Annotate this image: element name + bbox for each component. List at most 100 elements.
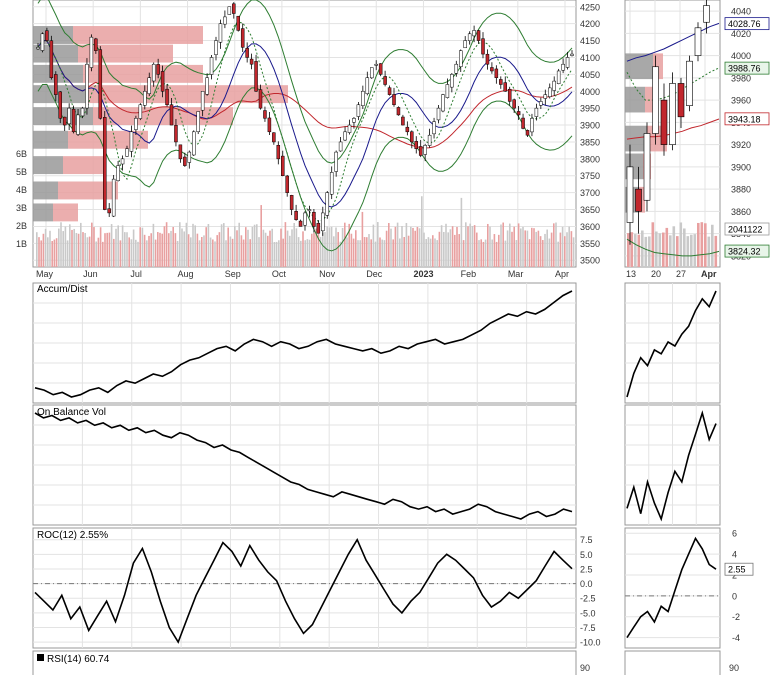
volume-bar — [176, 240, 179, 267]
zoom-volume-bar — [672, 226, 676, 267]
volume-bar — [170, 230, 172, 267]
volume-bar — [399, 238, 401, 267]
volume-bar — [172, 226, 174, 267]
volume-bar — [42, 233, 45, 267]
volume-bar — [58, 228, 60, 267]
price-candle-body — [561, 63, 565, 71]
zoom-x-tick: 27 — [676, 269, 686, 279]
zoom-candle-body — [703, 5, 710, 23]
zoom-y-tick: 3920 — [731, 140, 751, 150]
volume-bar — [190, 237, 192, 267]
volume-bar — [436, 240, 438, 267]
volume-bar — [511, 231, 513, 267]
volume-bar — [528, 239, 531, 267]
price-candle-body — [289, 195, 294, 210]
volume-bar — [185, 222, 188, 267]
price-y-tick: 3550 — [580, 239, 600, 249]
price-candle-body — [481, 38, 485, 55]
volume-bar — [220, 224, 223, 267]
price-candle-body — [151, 63, 156, 82]
volume-bar — [443, 231, 445, 267]
volume-bar — [284, 222, 287, 267]
volume-bar — [91, 222, 93, 267]
price-candle-body — [387, 87, 392, 95]
price-candle-body — [76, 114, 80, 135]
price-candle-body — [463, 40, 467, 49]
price-x-axis: May Jun Jul Aug Sep Oct Nov Dec 2023 Feb Mar Apr — [36, 269, 569, 279]
volume-bar — [53, 239, 56, 267]
volume-bar — [62, 231, 64, 267]
volume-profile-bar-gray — [33, 181, 58, 200]
price-candle-body — [165, 88, 169, 106]
volume-bar — [124, 232, 126, 267]
volume-bar — [262, 229, 265, 267]
volume-bar — [405, 223, 408, 267]
price-indicator-lines — [37, 0, 573, 252]
zoom-candle-body — [643, 133, 651, 201]
price-candle-body — [410, 131, 414, 143]
price-candle-body — [436, 107, 441, 121]
volume-bar — [88, 236, 91, 267]
volume-bar — [80, 222, 82, 267]
price-candle-body — [329, 172, 334, 195]
price-candle-body — [138, 104, 143, 119]
volume-bar — [412, 227, 414, 267]
volume-bar — [165, 222, 168, 267]
volume-bar — [539, 236, 542, 267]
price-x-tick: Nov — [319, 269, 336, 279]
roc-zoom-label-text: 2.55 — [728, 565, 746, 575]
volume-bar — [161, 233, 163, 267]
volume-bar — [535, 231, 537, 267]
price-candle-body — [383, 76, 387, 85]
volume-bar — [396, 222, 399, 267]
zoom-y-tick: 4040 — [731, 7, 751, 17]
price-candle-body — [552, 80, 556, 91]
volume-bar — [401, 226, 403, 267]
volume-bar — [377, 222, 379, 267]
price-candle-body — [445, 84, 450, 98]
volume-bar — [509, 223, 511, 267]
volume-bar — [264, 232, 267, 267]
zoom-y-tick: 4000 — [731, 51, 751, 61]
volume-bar — [392, 239, 394, 267]
volume-bar — [491, 239, 493, 267]
price-candle-body — [432, 121, 436, 135]
volume-bar — [55, 238, 58, 267]
volume-bar — [456, 226, 458, 267]
price-x-tick: Apr — [555, 269, 569, 279]
zoom-volume-profile — [625, 53, 718, 267]
volume-bar — [260, 205, 262, 267]
zoom-volume-bar — [679, 222, 683, 267]
price-candle-body — [129, 131, 134, 152]
volume-bar — [414, 230, 416, 267]
volume-bar — [326, 226, 328, 267]
volume-bar — [223, 223, 225, 267]
roc-zoom-y-tick: 0 — [732, 591, 737, 601]
volume-profile-bar-red — [53, 203, 78, 222]
zoom-candle-body — [677, 83, 685, 118]
price-candle-body — [183, 156, 187, 166]
volume-bar — [218, 232, 221, 267]
volume-profile-bar-red — [88, 85, 288, 104]
volume-bar — [295, 228, 298, 267]
volume-bar — [520, 228, 522, 267]
price-candle-body — [40, 33, 45, 51]
volume-bar — [564, 236, 566, 267]
price-candle-body — [85, 63, 89, 109]
volume-bar — [427, 237, 430, 267]
price-candle-body — [116, 165, 120, 182]
roc-zoom-y-tick: -2 — [732, 612, 740, 622]
price-candle-body — [209, 57, 214, 75]
volume-bar — [207, 223, 210, 267]
price-y-tick: 3850 — [580, 137, 600, 147]
volume-bars — [36, 196, 575, 267]
obv-zoom-grid — [625, 405, 720, 525]
zoom-value-label-text: 2041122 — [728, 225, 762, 235]
volume-bar — [478, 240, 480, 267]
zoom-volume-bar — [651, 222, 655, 267]
volume-bar — [249, 239, 251, 267]
roc-zoom-y-axis: 6420-2-4 — [732, 529, 740, 643]
volume-bar — [97, 237, 100, 267]
volume-bar — [234, 226, 236, 267]
